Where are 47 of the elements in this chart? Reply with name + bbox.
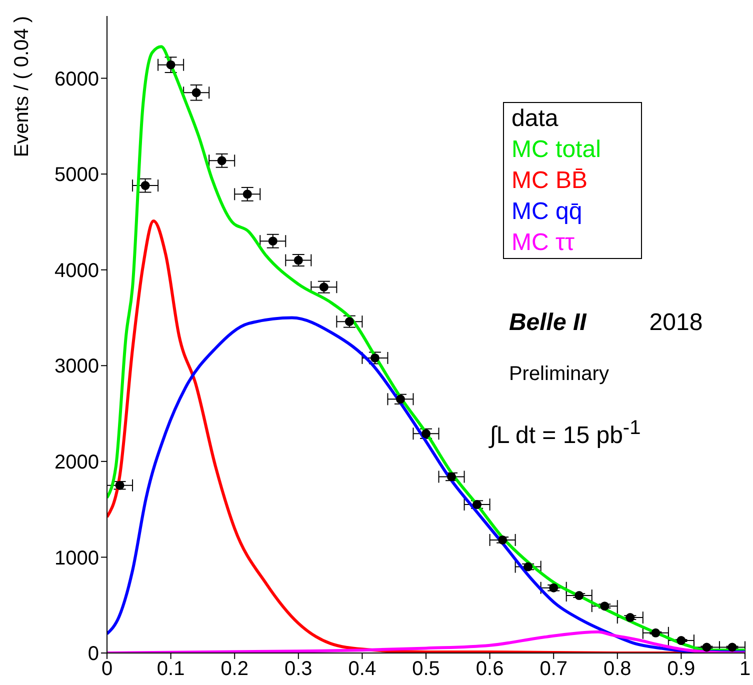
y-tick-label: 3000 bbox=[54, 356, 99, 378]
annotation: ∫L dt = 15 pb$^{-1}$ bbox=[490, 417, 641, 450]
x-tick-label: 0.1 bbox=[156, 658, 185, 680]
point bbox=[702, 642, 712, 652]
x-tick-label: 0.9 bbox=[667, 658, 696, 680]
text: MC ττ bbox=[512, 228, 576, 258]
y-axis-title: Events / ( 0.04 ) bbox=[11, 16, 33, 158]
x-tick-label: 0.4 bbox=[348, 658, 376, 680]
point bbox=[728, 642, 737, 652]
point bbox=[498, 535, 508, 544]
y-tick-label: 1000 bbox=[54, 547, 99, 570]
point bbox=[524, 562, 533, 572]
point bbox=[626, 613, 635, 622]
point bbox=[192, 88, 201, 98]
x-tick-label: 0.2 bbox=[220, 658, 249, 680]
point bbox=[115, 480, 124, 490]
point bbox=[574, 591, 584, 600]
point bbox=[447, 472, 456, 482]
point bbox=[651, 628, 660, 638]
y-tick-label: 0 bbox=[88, 643, 99, 666]
x-tick-label: 0.6 bbox=[476, 658, 504, 680]
x-tick-label: 0.7 bbox=[540, 658, 568, 680]
point bbox=[217, 156, 226, 166]
x-tick-label: 0.8 bbox=[603, 658, 632, 680]
x-tick-label: 0 bbox=[101, 658, 113, 680]
x-tick-label: 0.3 bbox=[284, 658, 312, 680]
y-tick-label: 6000 bbox=[54, 68, 99, 90]
point bbox=[676, 636, 686, 646]
y-tick-label: 5000 bbox=[54, 164, 99, 186]
annotation: Preliminary bbox=[508, 363, 609, 386]
point bbox=[140, 181, 150, 190]
point bbox=[472, 500, 482, 510]
x-tick-label: 0.5 bbox=[412, 658, 440, 680]
point bbox=[549, 583, 558, 592]
point bbox=[600, 602, 610, 611]
y-tick-label: 2000 bbox=[54, 452, 99, 474]
point bbox=[242, 190, 252, 199]
text: data bbox=[512, 104, 560, 134]
point bbox=[268, 236, 278, 246]
x-tick-label: 1 bbox=[739, 658, 751, 680]
text: MC total bbox=[512, 134, 601, 165]
annotation: Belle II bbox=[508, 309, 586, 338]
point bbox=[166, 60, 176, 70]
text: MC BB̄ bbox=[512, 166, 589, 196]
y-tick-label: 4000 bbox=[54, 260, 99, 282]
text: MC qq̄ bbox=[512, 196, 584, 227]
annotation: 2018 bbox=[649, 309, 703, 338]
